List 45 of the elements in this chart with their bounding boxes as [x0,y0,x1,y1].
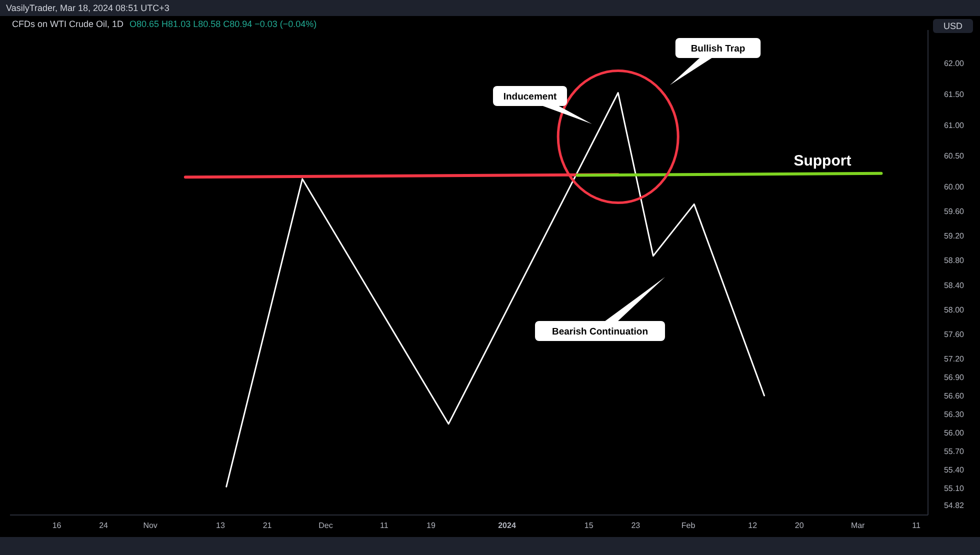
x-tick-label: 19 [426,521,436,530]
series-label: Support [794,152,852,170]
y-tick-label: 61.00 [944,120,965,130]
x-tick-label: 15 [584,521,594,530]
x-tick-label: Mar [850,521,866,530]
x-tick-label: Feb [681,521,696,530]
text: VasilyTrader, Mar 18, 2024 08:51 UTC+3 [6,3,170,13]
y-axis-title: USD [943,21,963,31]
line-series [226,92,766,488]
x-tick-label: 16 [52,521,62,530]
x-tick-label: Nov [143,521,158,530]
x-tick-label: 12 [748,521,758,530]
y-tick-label: 56.60 [944,392,965,401]
annotation: Inducement [503,92,558,102]
y-tick-label: 56.00 [944,428,965,438]
y-tick-label: 59.20 [944,232,965,241]
x-tick-label: 20 [794,521,804,530]
annotation: Bullish Trap [690,44,746,54]
x-tick-label: 21 [262,521,272,530]
chart-title: CFDs on WTI Crude Oil, 1D [12,19,124,29]
y-tick-label: 58.40 [944,280,965,290]
x-tick-label: Dec [318,521,333,530]
y-tick-label: 58.00 [944,305,965,314]
x-tick-label: 11 [380,521,389,530]
x-tick-label: 13 [216,521,226,530]
y-tick-label: 55.10 [944,484,965,493]
y-tick-label: 56.30 [944,410,965,420]
y-tick-label: 59.60 [944,206,965,216]
y-tick-label: 62.00 [944,59,965,68]
annotation: Bearish Continuation [552,326,648,338]
y-tick-label: 55.70 [944,446,965,456]
chart-subtitle: O80.65 H81.03 L80.58 C80.94 −0.03 (−0.04%) [130,19,317,29]
y-tick-label: 57.60 [944,330,965,340]
x-tick-label: 2024 [498,521,516,530]
y-tick-label: 61.50 [944,90,965,100]
x-tick-label: 11 [912,521,922,530]
x-tick-label: 24 [99,521,109,530]
y-tick-label: 55.40 [944,465,965,474]
y-tick-label: 56.90 [944,373,965,382]
x-tick-label: 23 [631,521,641,530]
y-tick-label: 57.20 [944,354,965,364]
y-tick-label: 54.82 [944,501,965,510]
y-tick-label: 60.50 [944,152,965,161]
y-tick-label: 58.80 [944,256,965,266]
y-tick-label: 60.00 [944,182,965,192]
